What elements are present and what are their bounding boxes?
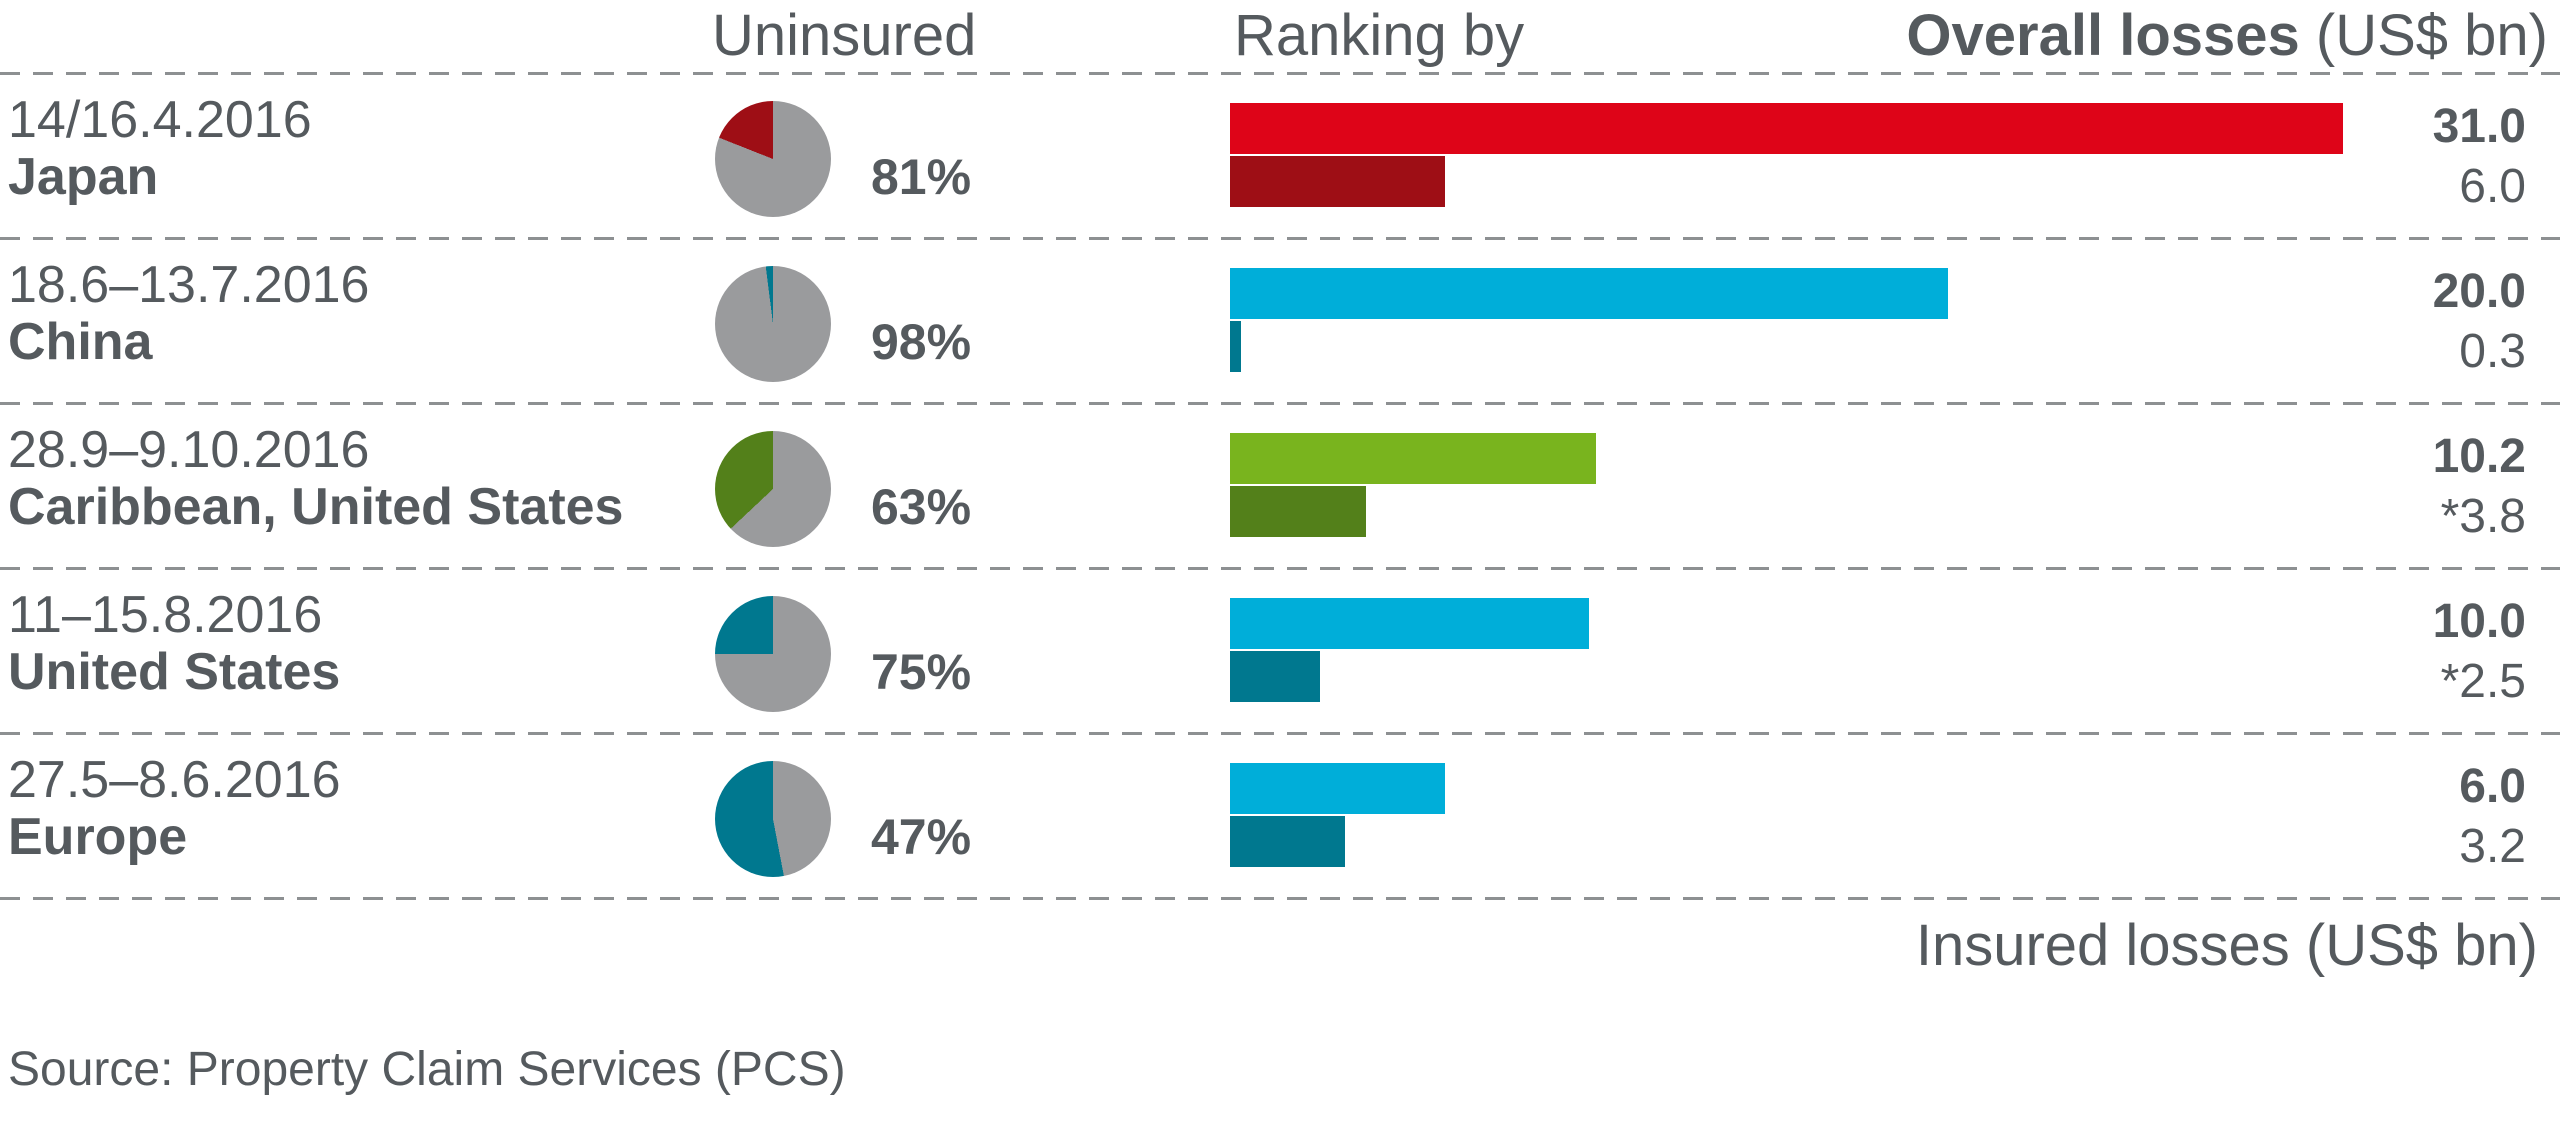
insured-losses-bar: [1230, 816, 1345, 867]
uninsured-percentage: 47%: [871, 809, 972, 865]
event-location: Caribbean, United States: [8, 478, 624, 536]
row-divider: [0, 237, 2560, 240]
event-row-europe: 27.5–8.6.2016 Europe 47% 6.0 3.2: [0, 735, 2560, 897]
event-row-china: 18.6–13.7.2016 China 98% 20.0 0.3: [0, 240, 2560, 402]
insured-losses-bar: [1230, 321, 1241, 372]
event-date: 27.5–8.6.2016: [8, 751, 341, 809]
overall-losses-bar: [1230, 598, 1589, 649]
event-location: Japan: [8, 148, 159, 206]
row-divider: [0, 402, 2560, 405]
row-divider: [0, 567, 2560, 570]
loss-bars: [1230, 103, 2343, 207]
overall-losses-bold-text: Overall losses: [1906, 3, 2300, 68]
row-divider: [0, 72, 2560, 75]
uninsured-pie-chart: [715, 761, 831, 877]
overall-losses-bar: [1230, 763, 1446, 814]
loss-bars: [1230, 433, 1597, 537]
overall-losses-bar: [1230, 103, 2343, 154]
insured-losses-bar: [1230, 651, 1320, 702]
uninsured-percentage: 81%: [871, 149, 972, 205]
insured-losses-value: 3.2: [2459, 820, 2526, 873]
overall-losses-value: 20.0: [2432, 265, 2526, 318]
event-date: 28.9–9.10.2016: [8, 421, 370, 479]
event-location: China: [8, 313, 153, 371]
uninsured-pie-chart: [715, 596, 831, 712]
insured-losses-bar: [1230, 486, 1367, 537]
insured-losses-value: *3.8: [2440, 490, 2526, 543]
chart-header: Uninsured Ranking by Overall losses (US$…: [0, 0, 2560, 72]
uninsured-pie-chart: [715, 266, 831, 382]
uninsured-column-header: Uninsured: [712, 3, 977, 68]
insured-losses-axis-label: Insured losses (US$ bn): [1915, 913, 2538, 978]
loss-bars: [1230, 763, 1446, 867]
row-divider: [0, 897, 2560, 900]
bar-gap: [1230, 319, 1948, 321]
uninsured-percentage: 63%: [871, 479, 972, 535]
row-divider: [0, 732, 2560, 735]
event-location: Europe: [8, 808, 188, 866]
uninsured-pie-chart: [715, 101, 831, 217]
chart-footer: Insured losses (US$ bn) Source: Property…: [0, 900, 2560, 1145]
uninsured-percentage: 75%: [871, 644, 972, 700]
uninsured-percentage: 98%: [871, 314, 972, 370]
insured-losses-value: 0.3: [2459, 325, 2526, 378]
event-row-united-states: 11–15.8.2016 United States 75% 10.0 *2.5: [0, 570, 2560, 732]
event-location: United States: [8, 643, 341, 701]
overall-losses-value: 6.0: [2459, 760, 2526, 813]
event-date: 14/16.4.2016: [8, 91, 312, 149]
event-row-caribbean-us: 28.9–9.10.2016 Caribbean, United States …: [0, 405, 2560, 567]
event-row-japan: 14/16.4.2016 Japan 81% 31.0 6.0: [0, 75, 2560, 237]
insured-losses-bar: [1230, 156, 1446, 207]
uninsured-pie-chart: [715, 431, 831, 547]
overall-losses-value: 31.0: [2432, 100, 2526, 153]
overall-losses-bar: [1230, 433, 1597, 484]
overall-losses-axis-label: Overall losses (US$ bn): [1906, 0, 2548, 72]
loss-bars: [1230, 268, 1948, 372]
event-date: 18.6–13.7.2016: [8, 256, 370, 314]
event-date: 11–15.8.2016: [8, 586, 323, 644]
overall-losses-value: 10.0: [2432, 595, 2526, 648]
insured-losses-value: 6.0: [2459, 160, 2526, 213]
overall-losses-bar: [1230, 268, 1948, 319]
insured-losses-value: *2.5: [2440, 655, 2526, 708]
overall-losses-unit-text: (US$ bn): [2299, 3, 2548, 68]
source-credit: Source: Property Claim Services (PCS): [8, 1043, 846, 1096]
overall-losses-value: 10.2: [2432, 430, 2526, 483]
ranking-by-header: Ranking by: [1234, 3, 1525, 68]
loss-bars: [1230, 598, 1589, 702]
